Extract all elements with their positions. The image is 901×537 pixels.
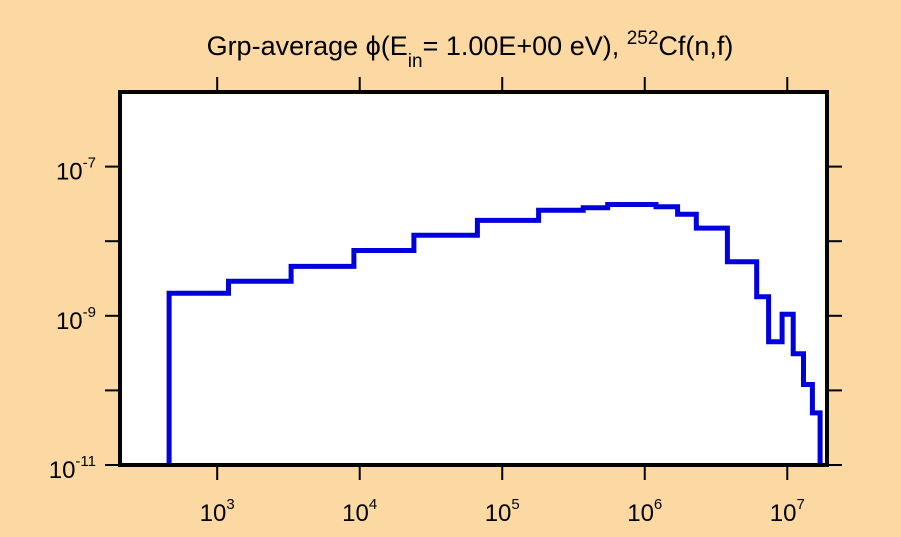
- spectrum-series-line: [166, 202, 823, 465]
- title-subscript: in: [408, 51, 423, 72]
- y-tick-label--7: 10-7: [56, 155, 96, 186]
- plot-area: [120, 92, 827, 465]
- tick-labels-layer: 103 104 105 106 107 10-7 10-9 10-11: [49, 155, 805, 527]
- x-tick-label-6: 106: [627, 496, 662, 527]
- ticks-layer: [105, 77, 842, 480]
- title-middle: = 1.00E+00 eV),: [423, 31, 627, 61]
- title-suffix: Cf(n,f): [658, 31, 733, 61]
- plot-frame: [118, 90, 829, 467]
- title-phi: ϕ: [366, 31, 381, 61]
- x-tick-label-7: 107: [770, 496, 805, 527]
- x-tick-label-4: 104: [342, 496, 377, 527]
- x-tick-label-5: 105: [485, 496, 520, 527]
- y-tick-label--9: 10-9: [56, 304, 96, 335]
- y-tick-label--11: 10-11: [49, 453, 96, 484]
- title-isotope-mass: 252: [627, 28, 659, 49]
- x-tick-label-3: 103: [200, 496, 235, 527]
- chart-title: Grp-average ϕ(Ein= 1.00E+00 eV), 252Cf(n…: [207, 28, 734, 72]
- title-prefix: Grp-average: [207, 31, 366, 61]
- title-open: (E: [381, 31, 408, 61]
